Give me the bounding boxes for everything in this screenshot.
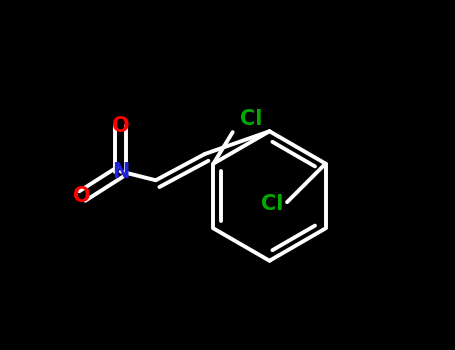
Text: Cl: Cl bbox=[261, 194, 283, 214]
Text: O: O bbox=[73, 186, 91, 206]
Text: Cl: Cl bbox=[240, 108, 262, 129]
Text: N: N bbox=[112, 161, 129, 182]
Text: O: O bbox=[112, 116, 130, 136]
